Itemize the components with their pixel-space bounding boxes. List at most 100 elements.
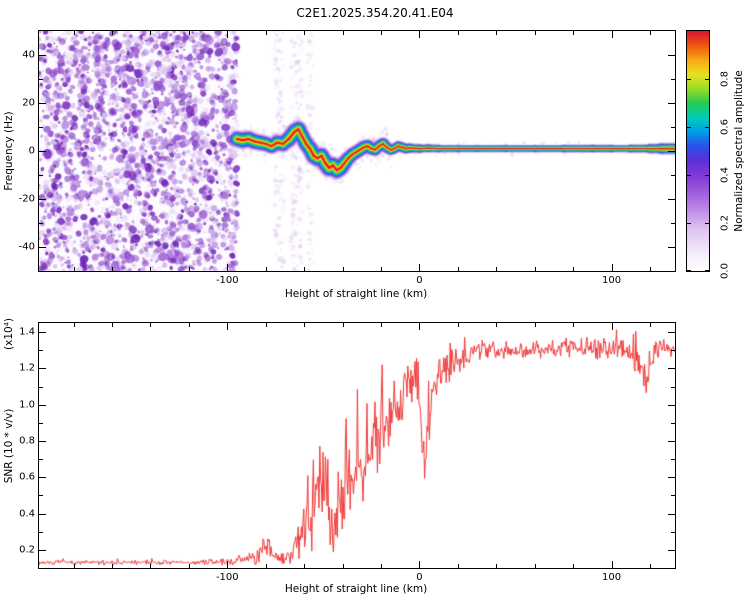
- axis-tick-minor: [188, 31, 190, 35]
- colorbar-tick-label: 0.0: [719, 263, 731, 279]
- axis-tick-minor: [39, 350, 43, 352]
- axis-tick-minor: [534, 31, 536, 35]
- axis-tick-minor: [650, 323, 652, 327]
- axis-tick-minor: [671, 127, 675, 128]
- axis-tick-minor: [496, 267, 498, 271]
- axis-tick-minor: [381, 267, 383, 271]
- axis-tick-major: [668, 477, 675, 479]
- axis-tick-minor: [150, 267, 152, 271]
- colorbar-tick: [687, 127, 691, 128]
- axis-tick-minor: [457, 31, 459, 35]
- axis-tick-minor: [671, 531, 675, 533]
- axis-tick-minor: [150, 564, 152, 568]
- axis-tick-minor: [112, 564, 113, 568]
- colorbar-tick: [687, 79, 691, 80]
- axis-tick-major: [39, 549, 46, 551]
- colorbar-tick: [687, 223, 691, 224]
- colorbar-gradient: [687, 31, 709, 271]
- axis-tick-minor: [265, 267, 267, 271]
- axis-tick-major: [227, 561, 229, 568]
- axis-tick-major: [419, 323, 421, 330]
- axis-tick-major: [668, 55, 675, 56]
- axis-tick-major: [39, 151, 46, 152]
- axis-tick-minor: [671, 350, 675, 352]
- spectrogram-canvas: [39, 31, 675, 271]
- axis-tick-minor: [112, 323, 113, 327]
- snr-x-axis-label: Height of straight line (km): [284, 583, 428, 595]
- chart-title: C2E1.2025.354.20.41.E04: [296, 6, 454, 20]
- axis-tick-major: [39, 440, 46, 442]
- axis-tick-major: [39, 247, 46, 248]
- y-tick-label: -20: [18, 193, 35, 205]
- spectrogram-x-axis-label: Height of straight line (km): [284, 288, 428, 300]
- colorbar: 0.0 0.2 0.4 0.6 0.8: [686, 30, 731, 279]
- axis-tick-minor: [342, 267, 344, 271]
- x-tick-label: 0: [416, 275, 423, 286]
- axis-tick-minor: [73, 31, 75, 35]
- snr-axis-scale-note: (x10⁴): [3, 318, 15, 350]
- axis-tick-minor: [188, 564, 190, 568]
- x-tick-label: 100: [602, 275, 622, 286]
- snr-canvas: [39, 323, 675, 568]
- axis-tick-major: [39, 477, 46, 479]
- axis-tick-major: [668, 151, 675, 152]
- x-tick-label: -100: [215, 275, 239, 286]
- axis-tick-major: [39, 103, 46, 104]
- axis-tick-minor: [39, 79, 43, 80]
- colorbar-tick-label: 0.4: [719, 167, 731, 183]
- axis-tick-minor: [457, 323, 459, 327]
- axis-tick-minor: [304, 323, 306, 327]
- snr-panel: -100 0 100 0.2 0.4 0.6 0.8 1.0 1.2 1.4: [19, 322, 676, 583]
- axis-tick-major: [668, 513, 675, 515]
- axis-tick-minor: [534, 267, 536, 271]
- y-tick-label: 1.2: [19, 362, 35, 374]
- y-tick-label: 1.4: [19, 326, 35, 338]
- axis-tick-major: [668, 368, 675, 370]
- axis-tick-minor: [650, 564, 652, 568]
- axis-tick-major: [39, 513, 46, 515]
- y-tick-label: 20: [22, 97, 35, 109]
- axis-tick-minor: [573, 31, 575, 35]
- axis-tick-major: [611, 264, 613, 271]
- colorbar-tick: [687, 270, 691, 271]
- axis-tick-minor: [650, 267, 652, 271]
- y-tick-label: -40: [18, 241, 35, 253]
- axis-tick-major: [39, 368, 46, 370]
- axis-tick-minor: [188, 323, 190, 327]
- axis-tick-minor: [39, 175, 43, 176]
- axis-tick-minor: [39, 495, 43, 497]
- axis-tick-minor: [39, 422, 43, 424]
- axis-tick-major: [668, 332, 675, 334]
- axis-tick-major: [668, 404, 675, 406]
- colorbar-label: Normalized spectral amplitude: [733, 70, 745, 232]
- axis-tick-major: [668, 199, 675, 200]
- axis-tick-minor: [457, 564, 459, 568]
- axis-tick-minor: [304, 31, 306, 35]
- axis-tick-major: [39, 55, 46, 56]
- axis-tick-minor: [381, 31, 383, 35]
- axis-tick-minor: [265, 323, 267, 327]
- axis-tick-minor: [39, 531, 43, 533]
- x-tick-label: -100: [215, 572, 239, 583]
- axis-tick-minor: [496, 31, 498, 35]
- axis-tick-major: [419, 561, 421, 568]
- y-tick-label: 0.6: [19, 471, 35, 483]
- axis-tick-minor: [39, 386, 43, 388]
- axis-tick-minor: [381, 564, 383, 568]
- frequency-axis-label: Frequency (Hz): [3, 111, 15, 191]
- colorbar-tick-label: 0.6: [719, 119, 731, 135]
- axis-tick-major: [668, 247, 675, 248]
- axis-tick-minor: [39, 459, 43, 461]
- axis-tick-minor: [304, 564, 306, 568]
- axis-tick-minor: [671, 175, 675, 176]
- axis-tick-minor: [39, 127, 43, 128]
- axis-tick-minor: [265, 564, 267, 568]
- axis-tick-minor: [671, 459, 675, 461]
- axis-tick-minor: [39, 223, 43, 224]
- axis-tick-minor: [150, 31, 152, 35]
- colorbar-tick: [705, 127, 709, 128]
- axis-tick-minor: [573, 323, 575, 327]
- axis-tick-minor: [496, 564, 498, 568]
- axis-tick-minor: [342, 323, 344, 327]
